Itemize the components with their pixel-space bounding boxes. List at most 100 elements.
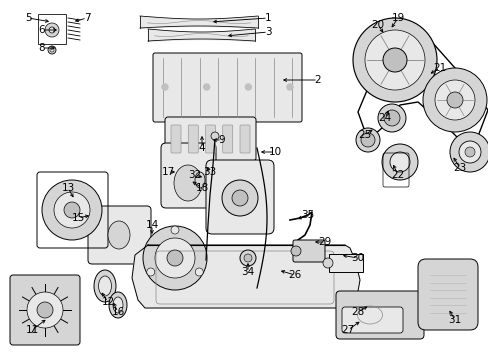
Circle shape (49, 27, 55, 33)
Circle shape (210, 132, 219, 140)
Ellipse shape (174, 165, 202, 201)
FancyBboxPatch shape (205, 125, 215, 153)
Circle shape (422, 68, 486, 132)
Circle shape (382, 48, 406, 72)
Circle shape (195, 268, 203, 276)
FancyBboxPatch shape (417, 259, 477, 330)
Circle shape (167, 250, 183, 266)
Circle shape (458, 141, 480, 163)
Circle shape (383, 110, 399, 126)
Ellipse shape (195, 172, 204, 188)
Text: 3: 3 (264, 27, 271, 37)
Text: 32: 32 (188, 170, 201, 180)
FancyBboxPatch shape (153, 53, 302, 122)
Circle shape (42, 180, 102, 240)
Circle shape (155, 238, 195, 278)
Text: 13: 13 (61, 183, 75, 193)
Text: 14: 14 (145, 220, 158, 230)
Text: 27: 27 (341, 325, 354, 335)
FancyBboxPatch shape (341, 307, 402, 333)
Text: 20: 20 (371, 20, 384, 30)
Text: 33: 33 (203, 167, 216, 177)
Text: 30: 30 (351, 253, 364, 263)
FancyBboxPatch shape (335, 291, 423, 339)
Text: 16: 16 (111, 307, 124, 317)
Text: 4: 4 (198, 143, 205, 153)
Ellipse shape (109, 292, 127, 318)
Circle shape (449, 132, 488, 172)
FancyBboxPatch shape (88, 206, 151, 264)
FancyBboxPatch shape (240, 125, 249, 153)
Circle shape (377, 104, 405, 132)
Circle shape (27, 292, 63, 328)
FancyBboxPatch shape (10, 275, 80, 345)
FancyBboxPatch shape (171, 125, 181, 153)
FancyBboxPatch shape (164, 117, 256, 161)
Circle shape (146, 268, 154, 276)
Circle shape (360, 133, 374, 147)
Circle shape (381, 144, 417, 180)
Circle shape (434, 80, 474, 120)
Circle shape (245, 84, 251, 90)
Circle shape (464, 147, 474, 157)
Circle shape (37, 302, 53, 318)
Circle shape (203, 84, 209, 90)
FancyBboxPatch shape (328, 254, 362, 272)
Circle shape (446, 92, 462, 108)
Circle shape (231, 190, 247, 206)
Ellipse shape (108, 221, 130, 249)
Text: 23: 23 (452, 163, 466, 173)
Circle shape (222, 180, 258, 216)
Circle shape (48, 46, 56, 54)
Text: 25: 25 (358, 130, 371, 140)
Circle shape (64, 202, 80, 218)
Circle shape (352, 18, 436, 102)
Text: 34: 34 (241, 267, 254, 277)
Text: 11: 11 (25, 325, 39, 335)
Circle shape (240, 250, 256, 266)
Text: 12: 12 (101, 297, 114, 307)
Text: 17: 17 (161, 167, 174, 177)
FancyBboxPatch shape (223, 125, 232, 153)
Text: 22: 22 (390, 170, 404, 180)
Text: 15: 15 (71, 213, 84, 223)
Text: 7: 7 (83, 13, 90, 23)
Text: 5: 5 (24, 13, 31, 23)
Circle shape (323, 258, 332, 268)
Text: 19: 19 (390, 13, 404, 23)
Text: 26: 26 (288, 270, 301, 280)
Circle shape (290, 246, 301, 256)
Circle shape (355, 128, 379, 152)
Circle shape (364, 30, 424, 90)
Ellipse shape (98, 276, 111, 296)
Text: 6: 6 (39, 25, 45, 35)
Text: 1: 1 (264, 13, 271, 23)
FancyBboxPatch shape (292, 240, 325, 262)
Circle shape (50, 48, 54, 52)
Text: 21: 21 (432, 63, 446, 73)
Text: 24: 24 (378, 113, 391, 123)
Polygon shape (132, 245, 359, 308)
Circle shape (45, 23, 59, 37)
FancyBboxPatch shape (205, 160, 273, 234)
Text: 28: 28 (351, 307, 364, 317)
Text: 10: 10 (268, 147, 281, 157)
FancyBboxPatch shape (161, 143, 216, 208)
FancyBboxPatch shape (188, 125, 198, 153)
Circle shape (54, 192, 90, 228)
Text: 35: 35 (301, 210, 314, 220)
Text: 29: 29 (318, 237, 331, 247)
Text: 9: 9 (218, 135, 225, 145)
Circle shape (389, 152, 409, 172)
Ellipse shape (113, 297, 123, 313)
Bar (38, 14, 66, 44)
Circle shape (244, 254, 251, 262)
Text: 8: 8 (39, 43, 45, 53)
Circle shape (171, 226, 179, 234)
Circle shape (162, 84, 168, 90)
Circle shape (286, 84, 292, 90)
Ellipse shape (94, 270, 116, 302)
Text: 2: 2 (314, 75, 321, 85)
Text: 18: 18 (195, 183, 208, 193)
Text: 31: 31 (447, 315, 461, 325)
